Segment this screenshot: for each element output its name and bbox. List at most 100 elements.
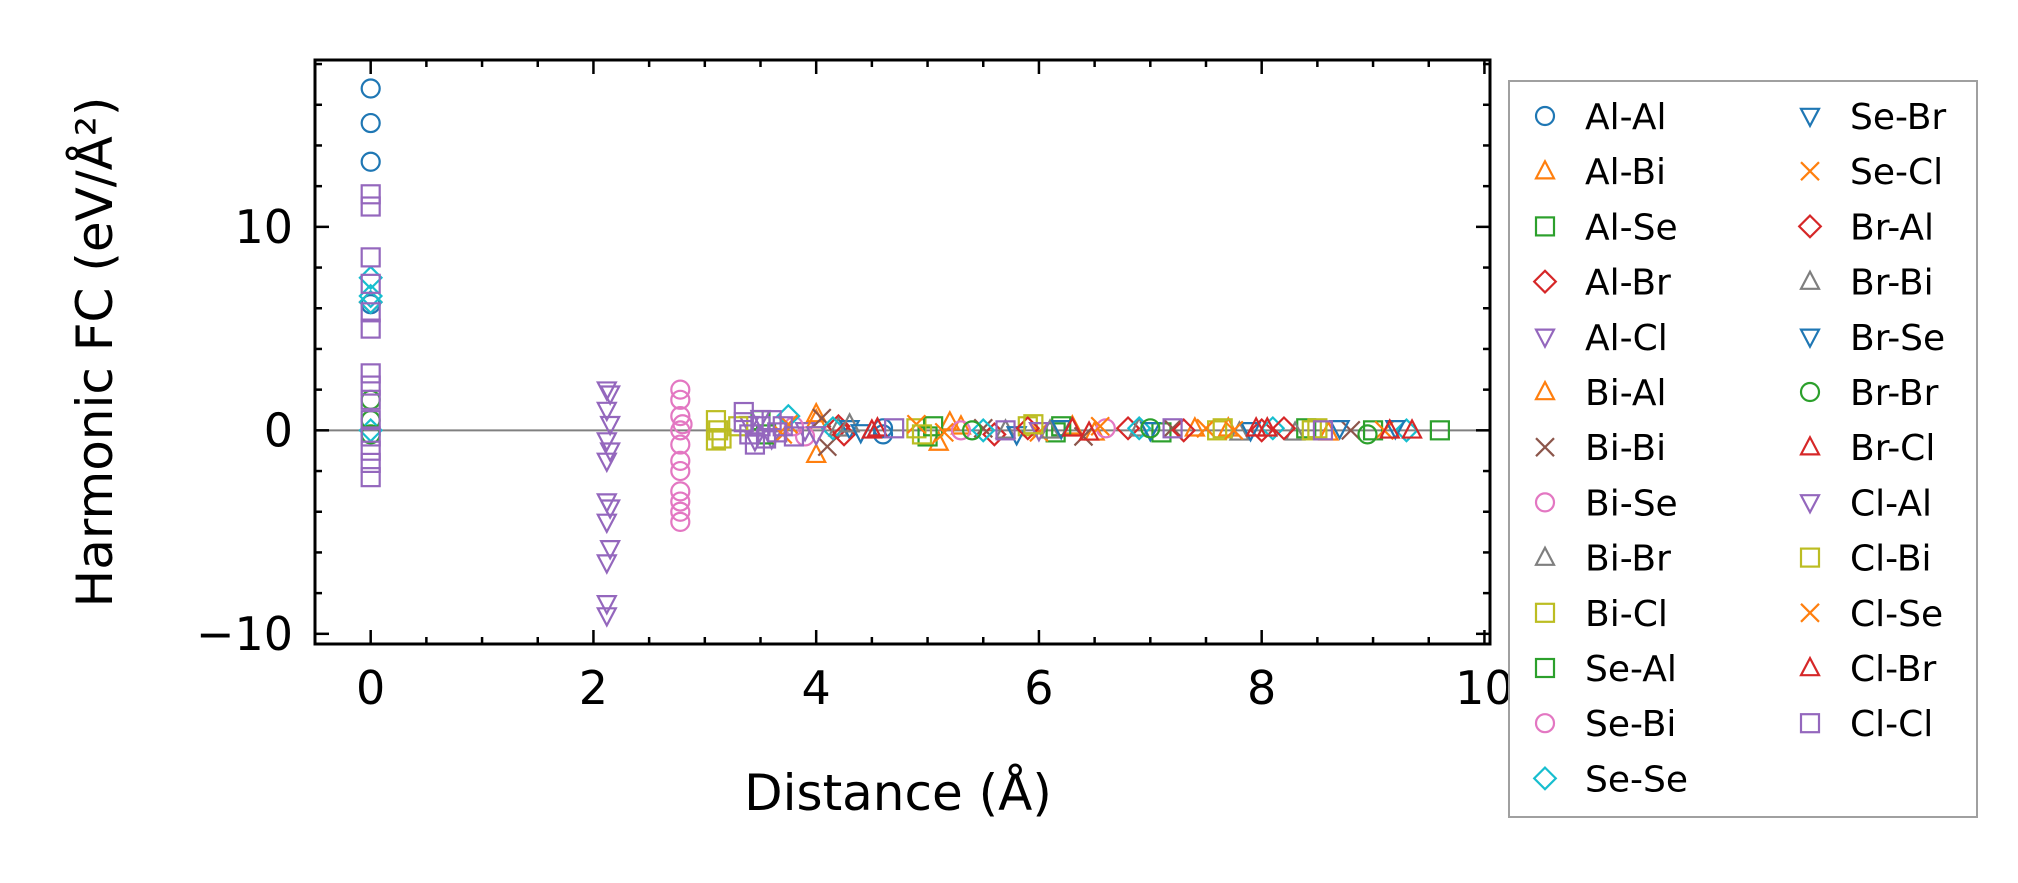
- point-br-cl-2: [1245, 416, 1267, 437]
- point-se-br-2: [1139, 422, 1162, 443]
- legend-marker-se-br: [1799, 107, 1821, 129]
- y-tick-label: 0: [264, 403, 293, 457]
- legend-label: Bi-Al: [1585, 373, 1667, 414]
- point-cl-br-3: [1378, 418, 1401, 439]
- x-tick-label: 8: [1247, 661, 1276, 715]
- legend-marker-br-br: [1799, 381, 1821, 403]
- legend-marker-se-al: [1534, 657, 1556, 679]
- legend-label: Al-Bi: [1585, 152, 1666, 193]
- legend-marker-bi-cl: [1534, 602, 1556, 623]
- point-bi-se-0: [670, 379, 691, 400]
- legend-item: Cl-Bi: [1799, 539, 1932, 580]
- legend-label: Br-Bi: [1850, 263, 1934, 304]
- point-cl-cl-13: [360, 467, 381, 488]
- legend-marker-br-bi: [1799, 269, 1821, 290]
- legend-item: Al-Al: [1534, 97, 1666, 138]
- point-cl-cl-26: [1162, 418, 1183, 439]
- legend-marker-br-al: [1797, 214, 1823, 239]
- point-al-br-4: [1249, 417, 1275, 443]
- point-cl-cl-0: [360, 184, 381, 205]
- legend-marker-bi-bi: [1535, 437, 1555, 457]
- point-bi-cl-6: [1307, 418, 1328, 439]
- point-se-se-6: [970, 417, 996, 443]
- legend-label: Br-Br: [1850, 373, 1939, 414]
- legend-marker-cl-se: [1800, 603, 1820, 623]
- x-tick-label: 6: [1024, 661, 1053, 715]
- point-br-se-2: [1239, 422, 1262, 443]
- point-al-al-1: [360, 112, 381, 134]
- point-cl-cl-20: [761, 410, 782, 431]
- point-bi-se-5: [670, 450, 691, 471]
- point-se-bi-1: [794, 426, 816, 447]
- legend-label: Bi-Se: [1585, 483, 1678, 524]
- legend-label: Cl-Al: [1850, 483, 1932, 524]
- point-bi-br-1: [994, 418, 1017, 439]
- legend-marker-al-al: [1534, 105, 1556, 127]
- legend-item: Bi-Cl: [1534, 594, 1668, 635]
- plot-area: 0 2 4 6 8 10 −10 0 10: [196, 58, 1514, 715]
- x-tick-label: 2: [579, 661, 608, 715]
- point-al-cl-7: [595, 595, 618, 616]
- point-bi-cl-1: [705, 430, 727, 451]
- legend-label: Se-Bi: [1585, 704, 1676, 745]
- point-cl-al-6: [749, 409, 772, 431]
- legend-items: Al-Al Al-Bi Al-Se Al-Br Al-Cl Bi-Al Bi-Bi Bi-Se…: [1532, 97, 1946, 800]
- legend-item: Al-Bi: [1534, 152, 1666, 193]
- legend-item: Br-Cl: [1799, 428, 1935, 469]
- point-cl-cl-21: [767, 422, 788, 443]
- point-cl-cl-11: [360, 440, 381, 461]
- legend-item: Al-Br: [1532, 263, 1671, 304]
- legend-item: Cl-Se: [1800, 594, 1943, 635]
- legend-item: Se-Al: [1534, 649, 1677, 690]
- legend-item: Se-Cl: [1800, 152, 1943, 193]
- point-al-bi-1: [805, 442, 828, 464]
- point-al-cl-6: [595, 554, 618, 575]
- point-cl-bi-1: [711, 428, 732, 449]
- y-axis-label: Harmonic FC (eV/Å²): [66, 97, 124, 608]
- point-cl-cl-14: [733, 401, 754, 423]
- legend-item: Bi-Se: [1534, 483, 1678, 524]
- point-al-cl-8: [595, 607, 618, 628]
- legend-label: Br-Cl: [1850, 428, 1935, 469]
- legend-label: Cl-Se: [1850, 594, 1943, 635]
- legend-marker-se-cl: [1800, 161, 1820, 181]
- point-al-bi-3: [939, 409, 961, 431]
- legend-item: Bi-Br: [1534, 539, 1671, 580]
- point-bi-se-2: [670, 405, 691, 427]
- point-cl-al-3: [599, 499, 621, 520]
- point-se-bi-0: [672, 414, 693, 435]
- plot-frame: [313, 58, 1492, 646]
- point-se-se-5: [820, 415, 846, 441]
- point-al-se-3: [1151, 422, 1172, 443]
- point-br-se-3: [1384, 420, 1407, 441]
- legend-label: Se-Cl: [1850, 152, 1943, 193]
- y-tick-label: 10: [234, 200, 293, 254]
- scatter-markers: [358, 78, 1450, 628]
- legend-marker-br-cl: [1799, 434, 1821, 456]
- point-cl-cl-2: [360, 247, 381, 268]
- legend-label: Cl-Bi: [1850, 539, 1932, 580]
- legend-item: Br-Al: [1797, 207, 1934, 248]
- point-al-se-5: [1429, 420, 1450, 441]
- legend-label: Al-Se: [1585, 207, 1678, 248]
- legend-item: Cl-Al: [1799, 483, 1932, 524]
- legend: Al-Al Al-Bi Al-Se Al-Br Al-Cl Bi-Al Bi-Bi Bi-Se…: [1508, 80, 1978, 818]
- point-se-se-7: [1126, 415, 1152, 441]
- legend-item: Bi-Al: [1534, 373, 1667, 414]
- point-bi-se-8: [670, 491, 691, 512]
- point-al-al-0: [360, 78, 381, 99]
- x-axis-label: Distance (Å): [744, 764, 1052, 822]
- point-al-al-2: [360, 151, 381, 172]
- legend-marker-al-br: [1532, 269, 1558, 294]
- legend-item: Bi-Bi: [1535, 428, 1666, 469]
- legend-label: Al-Cl: [1585, 318, 1668, 359]
- point-cl-cl-3: [360, 273, 381, 294]
- x-tick-label: 4: [802, 661, 831, 715]
- legend-label: Cl-Br: [1850, 649, 1937, 690]
- point-se-se-8: [1260, 415, 1286, 441]
- x-tick-label: 0: [356, 661, 385, 715]
- legend-item: Br-Br: [1799, 373, 1939, 414]
- legend-item: Br-Se: [1799, 318, 1945, 359]
- tick-labels: 0 2 4 6 8 10 −10 0 10: [196, 200, 1514, 715]
- legend-marker-cl-al: [1799, 494, 1821, 515]
